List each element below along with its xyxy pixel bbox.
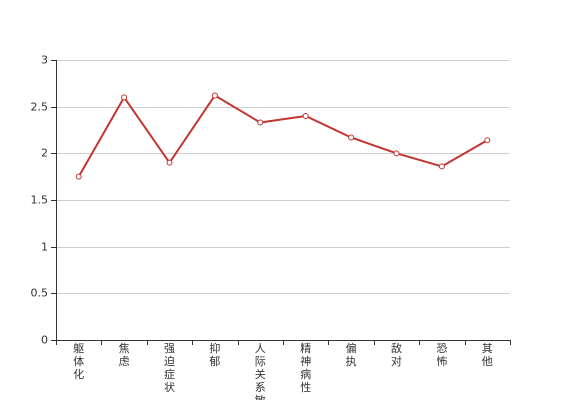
- y-tick-label: 2: [41, 147, 48, 160]
- y-tick-label: 3: [41, 54, 48, 67]
- data-point: [348, 134, 355, 141]
- data-point: [438, 163, 445, 170]
- x-axis-ticks: 躯体化 焦虑 强迫症状 抑郁 人际关系敏感 精神病性 偏执 敌对 恐怖 其他: [56, 340, 511, 400]
- data-point: [166, 159, 173, 166]
- y-tick-label: 1: [41, 241, 48, 254]
- x-tick-label: 焦虑: [119, 342, 130, 368]
- x-tick-label: 精神病性: [300, 342, 311, 394]
- x-tick-label: 恐怖: [436, 342, 447, 368]
- data-point: [257, 119, 264, 126]
- x-tick-label: 强迫症状: [164, 342, 175, 394]
- data-point: [211, 92, 218, 99]
- y-tick-label: 2.5: [31, 101, 49, 114]
- x-tick-label: 其他: [482, 342, 493, 368]
- y-tick-label: 0: [41, 334, 48, 347]
- x-tick-label: 抑郁: [209, 341, 220, 368]
- series-line: [77, 94, 489, 178]
- x-tick-label: 人际关系敏感: [255, 342, 266, 400]
- x-tick-label: 敌对: [391, 341, 402, 368]
- data-point: [75, 173, 82, 180]
- data-point: [302, 113, 309, 119]
- x-tick-label: 偏执: [346, 341, 357, 368]
- series-layer: [77, 94, 489, 178]
- y-tick-label: 1.5: [31, 194, 49, 207]
- y-tick-label: 0.5: [31, 287, 49, 300]
- y-axis-ticks: 0 0.5 1 1.5 2 2.5 3: [31, 54, 56, 347]
- grid-lines: [56, 60, 510, 341]
- data-point: [393, 150, 400, 157]
- x-tick-label: 躯体化: [73, 342, 84, 381]
- data-point: [121, 94, 128, 101]
- data-point: [484, 137, 491, 144]
- data-points: [75, 92, 491, 180]
